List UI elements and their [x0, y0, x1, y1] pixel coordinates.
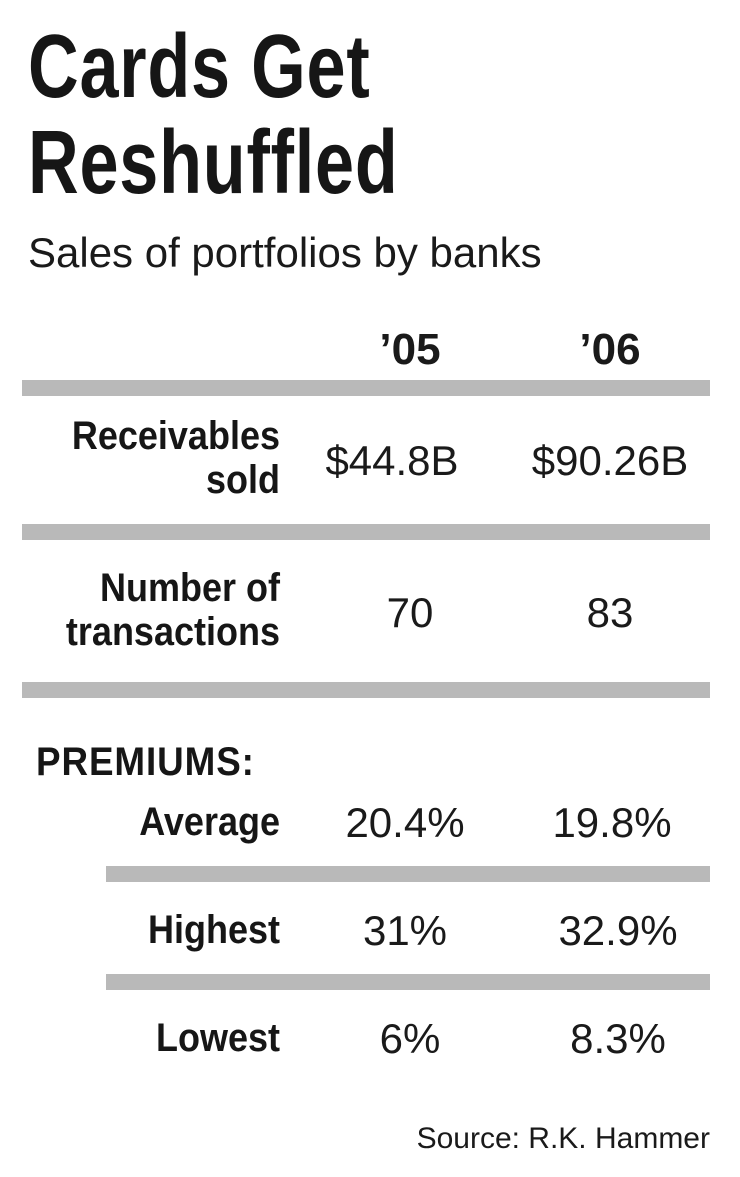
source-note: Source: R.K. Hammer — [416, 1122, 710, 1155]
value-lowest-2005: 6% — [379, 1015, 441, 1062]
table-rule — [22, 380, 710, 396]
row-label-receivables-sold: Receivables sold — [71, 414, 281, 502]
table-rule — [22, 524, 710, 540]
table-rule — [106, 866, 710, 882]
row-label-highest: Highest — [147, 908, 280, 952]
row-label-average: Average — [139, 800, 280, 844]
column-header-2005: ’05 — [379, 325, 441, 374]
chart-subtitle: Sales of portfolios by banks — [28, 229, 542, 276]
value-receivables-2006: $90.26B — [531, 437, 689, 484]
value-lowest-2006: 8.3% — [570, 1015, 666, 1062]
value-average-2006: 19.8% — [552, 799, 672, 846]
table-rule — [106, 974, 710, 990]
value-highest-2005: 31% — [362, 907, 448, 954]
row-label-lowest: Lowest — [155, 1016, 280, 1060]
value-average-2005: 20.4% — [345, 799, 465, 846]
row-label-number-of-transactions: Number of transactions — [65, 566, 280, 654]
chart-title-line-1: Cards Get — [28, 17, 371, 117]
value-highest-2006: 32.9% — [558, 907, 678, 954]
premiums-heading: PREMIUMS: — [36, 740, 255, 784]
chart-title-line-2: Reshuffled — [28, 113, 399, 213]
value-transactions-2005: 70 — [386, 589, 434, 636]
value-receivables-2005: $44.8B — [325, 437, 459, 484]
table-rule — [22, 682, 710, 698]
column-header-2006: ’06 — [579, 325, 641, 374]
value-transactions-2006: 83 — [586, 589, 634, 636]
